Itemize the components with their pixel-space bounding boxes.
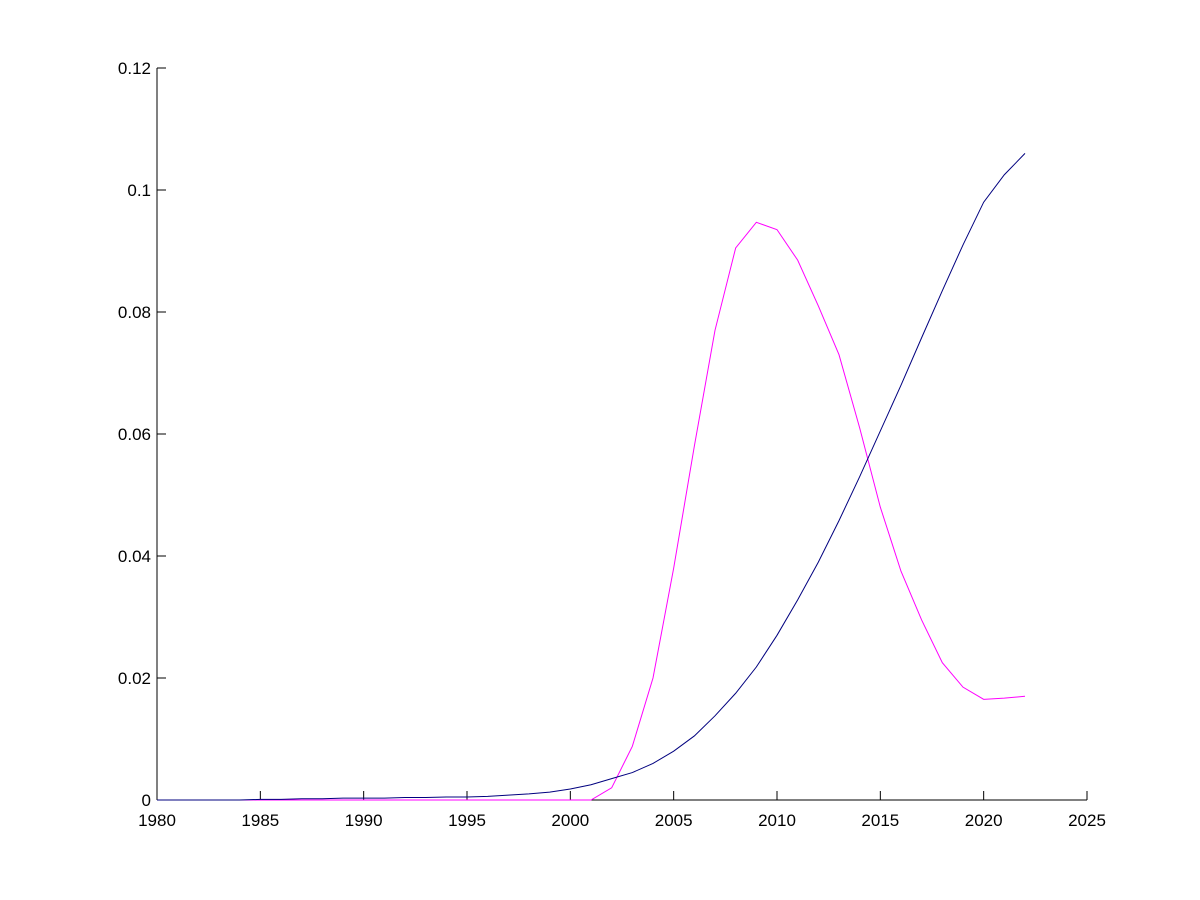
x-tick-label: 2020: [965, 811, 1003, 830]
x-tick-label: 1980: [138, 811, 176, 830]
y-tick-label: 0.02: [118, 669, 151, 688]
y-tick-label: 0.06: [118, 425, 151, 444]
x-tick-label: 2000: [551, 811, 589, 830]
x-tick-label: 2025: [1068, 811, 1106, 830]
y-tick-label: 0.04: [118, 547, 151, 566]
x-tick-label: 1995: [448, 811, 486, 830]
series-line: [157, 221, 1026, 801]
x-tick-label: 2010: [758, 811, 796, 830]
y-tick-label: 0.12: [118, 59, 151, 78]
x-tick-label: 2005: [655, 811, 693, 830]
x-tick-label: 1985: [241, 811, 279, 830]
y-tick-label: 0.1: [127, 181, 151, 200]
x-tick-label: 1990: [345, 811, 383, 830]
x-tick-label: 2015: [861, 811, 899, 830]
series-line: [157, 153, 1026, 801]
y-tick-label: 0: [142, 791, 151, 810]
y-tick-label: 0.08: [118, 303, 151, 322]
